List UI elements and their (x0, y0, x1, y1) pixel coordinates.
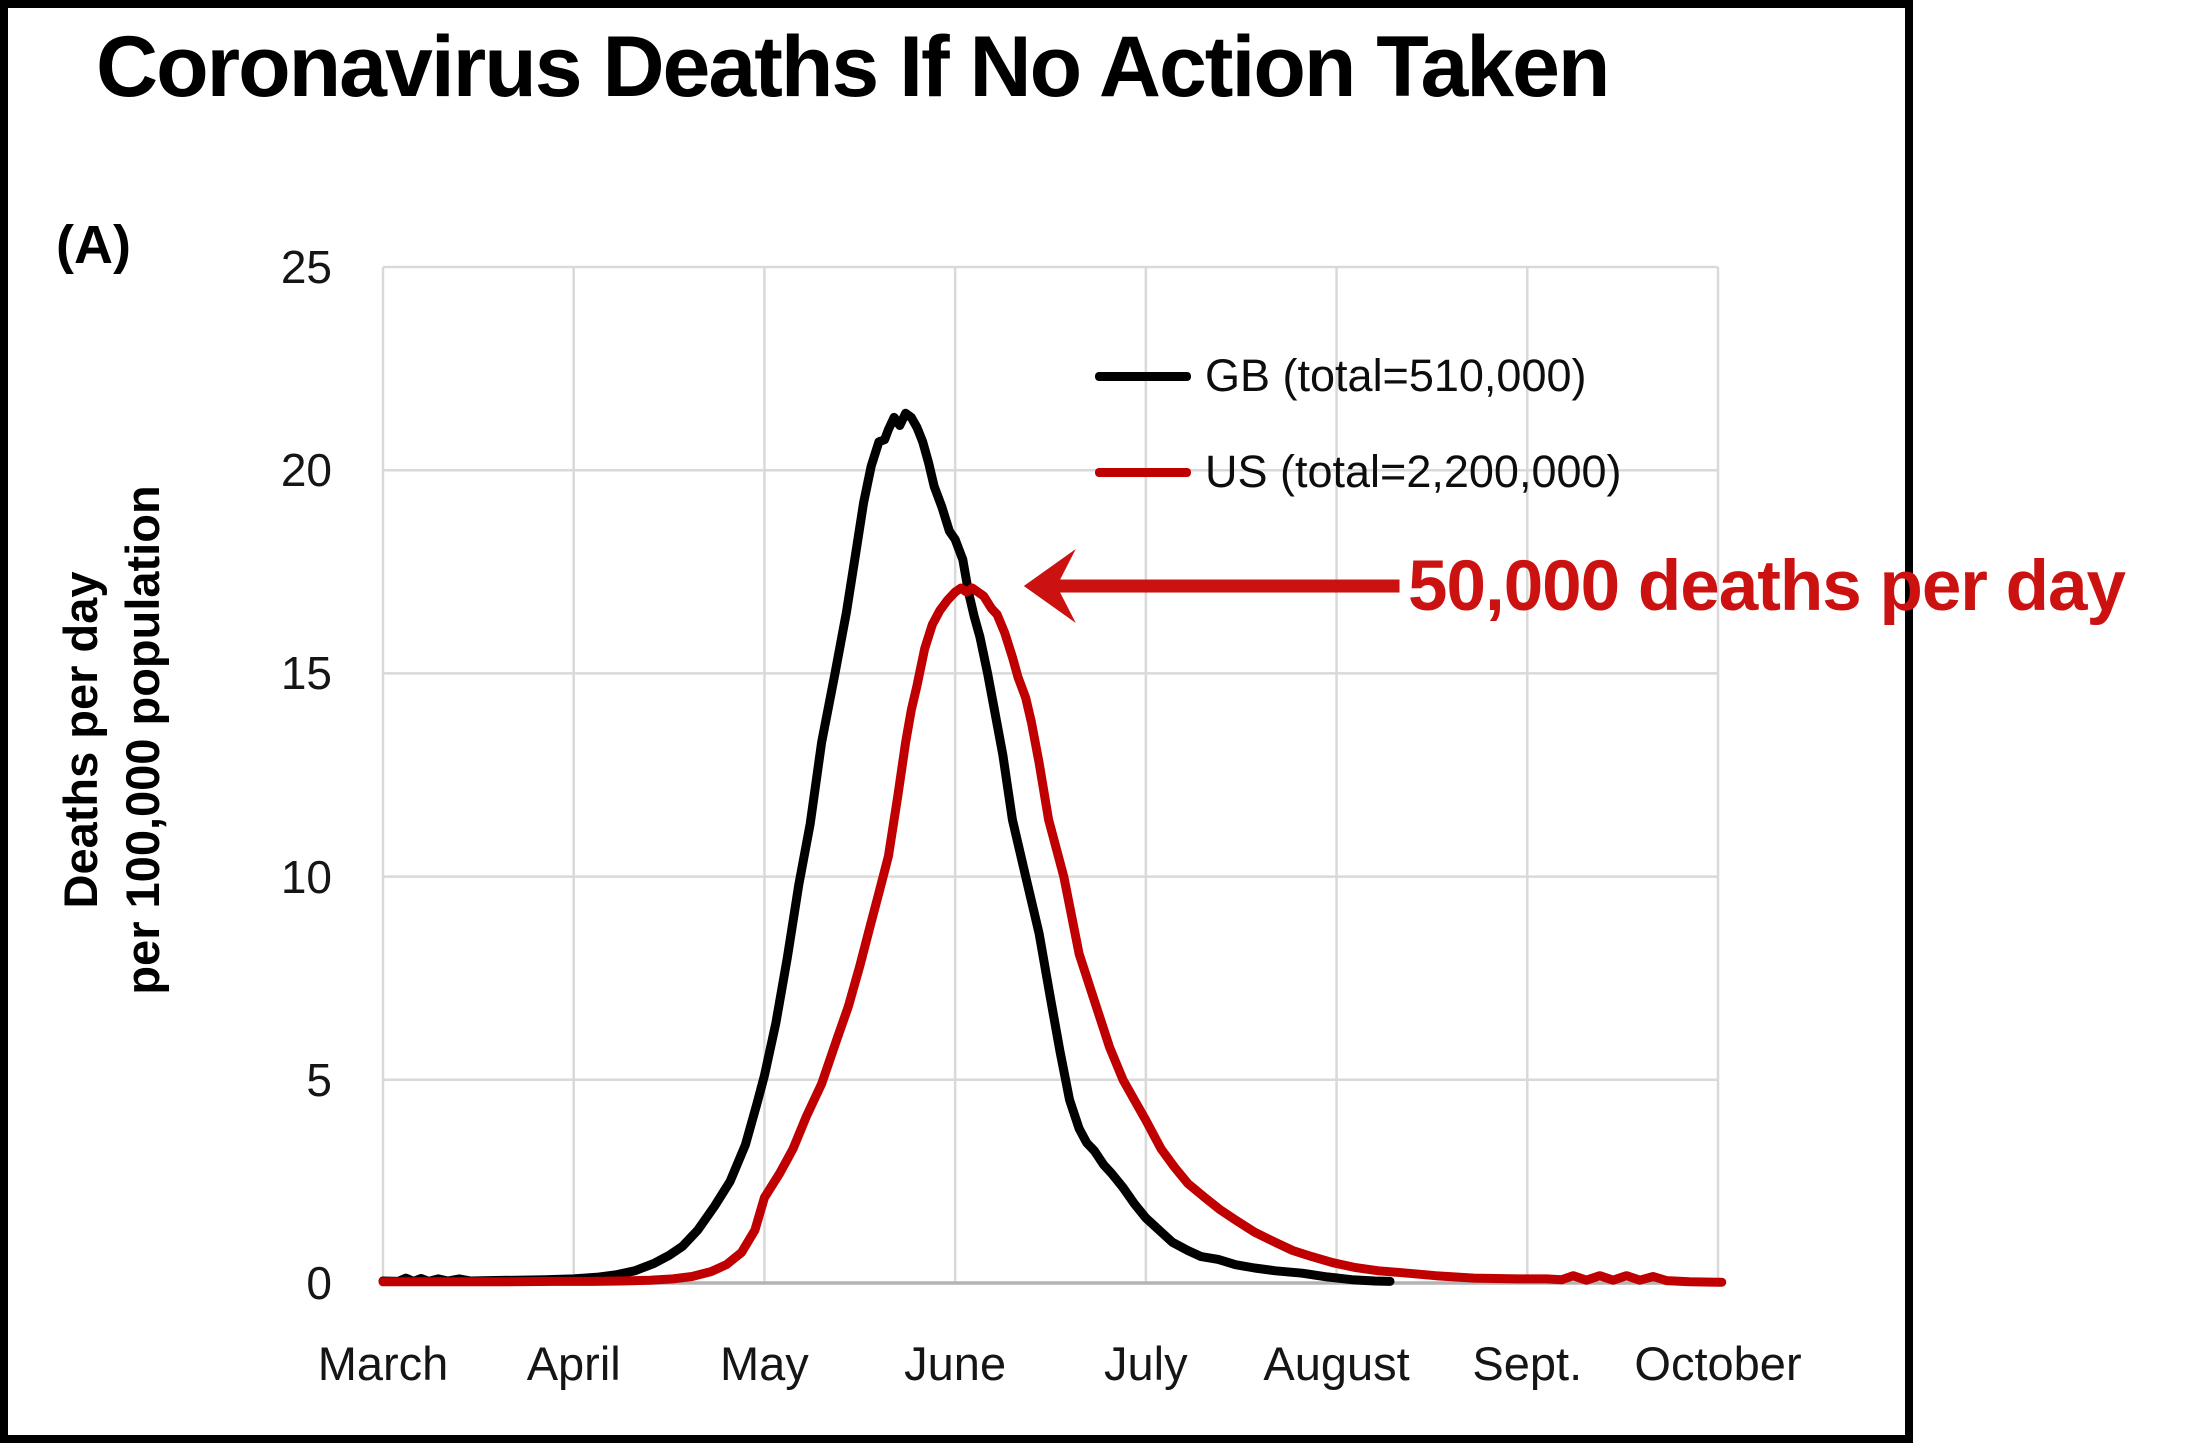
y-tick-label: 5 (306, 1053, 332, 1106)
figure-border (0, 0, 1913, 1443)
y-tick-label: 0 (306, 1257, 332, 1309)
gb-line-sample-icon (1095, 371, 1191, 381)
x-tick-label: June (904, 1337, 1007, 1390)
x-tick-label: August (1263, 1337, 1410, 1390)
y-tick-label: 20 (280, 444, 332, 497)
arrow-shaft-icon (1053, 579, 1400, 593)
y-tick-label: 25 (280, 241, 332, 293)
legend-item-gb: GB (total=510,000) (1095, 348, 1587, 404)
legend-label-us: US (total=2,200,000) (1205, 446, 1622, 497)
arrow-head-icon (1023, 549, 1076, 624)
y-tick-label: 15 (280, 647, 332, 700)
legend-item-us: US (total=2,200,000) (1095, 444, 1622, 500)
x-tick-label: March (317, 1337, 449, 1390)
us-line-sample-icon (1095, 467, 1191, 477)
panel-label: (A) (56, 215, 131, 275)
x-tick-label: October (1634, 1337, 1802, 1390)
annotation-text: 50,000 deaths per day (1408, 547, 2126, 626)
x-tick-label: May (720, 1337, 809, 1390)
x-tick-label: July (1104, 1337, 1188, 1390)
chart-title: Coronavirus Deaths If No Action Taken (96, 19, 1610, 115)
us-curve (378, 583, 1727, 1287)
y-tick-label: 10 (280, 850, 332, 903)
x-tick-label: Sept. (1472, 1337, 1583, 1390)
legend-label-gb: GB (total=510,000) (1205, 350, 1587, 401)
x-tick-label: April (526, 1337, 621, 1390)
